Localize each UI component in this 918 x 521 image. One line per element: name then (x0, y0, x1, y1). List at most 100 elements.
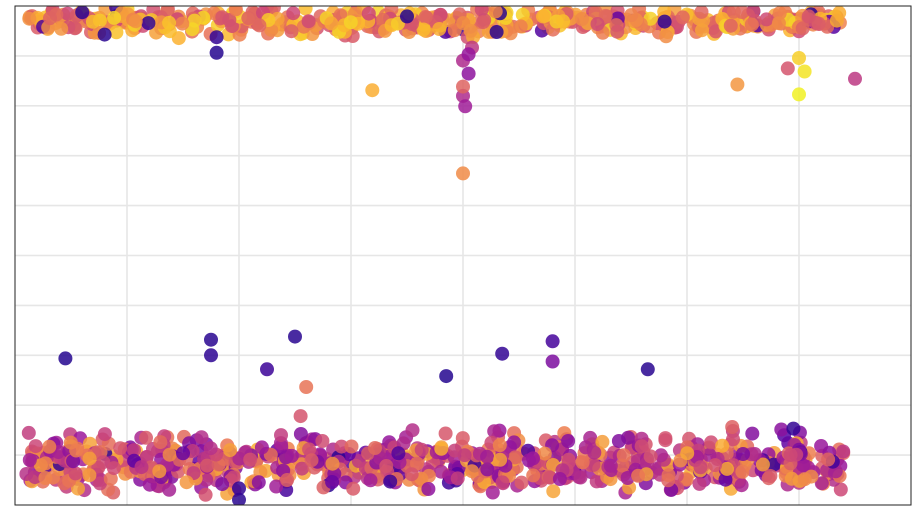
lower-cluster-point (293, 427, 308, 441)
upper-cluster-point (829, 13, 844, 28)
lower-cluster-point (334, 439, 349, 454)
outlier-point (299, 380, 314, 394)
outlier-point (400, 9, 414, 24)
outlier-point (365, 83, 380, 98)
upper-cluster-point (85, 14, 100, 29)
lower-cluster-point (836, 444, 851, 459)
lower-cluster-point (487, 424, 502, 439)
upper-cluster-point (343, 15, 358, 30)
lower-cluster-point (66, 454, 81, 469)
upper-cluster-point (107, 10, 122, 25)
lower-cluster-point (404, 467, 419, 482)
upper-cluster-point (771, 16, 786, 31)
upper-cluster-point (488, 6, 503, 19)
lower-cluster-point (680, 446, 695, 461)
lower-cluster-point (708, 458, 723, 473)
lower-cluster-point (552, 472, 567, 486)
outlier-point (456, 79, 470, 94)
lower-cluster-point (814, 476, 829, 491)
outlier-point (495, 346, 510, 361)
upper-cluster-point (536, 9, 550, 24)
lower-cluster-point (492, 438, 507, 453)
outlier-point (209, 30, 224, 45)
outlier-point (545, 354, 560, 369)
lower-cluster-point (38, 456, 53, 471)
outlier-point (461, 47, 476, 62)
lower-cluster-point (194, 430, 209, 445)
lower-cluster-point (280, 473, 295, 487)
upper-cluster-point (474, 6, 489, 17)
lower-cluster-point (526, 451, 540, 466)
upper-cluster-point (432, 22, 447, 36)
upper-cluster-point (286, 6, 301, 21)
lower-cluster-point (735, 464, 750, 479)
lower-cluster-point (715, 438, 730, 453)
outlier-point (797, 64, 812, 79)
lower-cluster-point (495, 475, 510, 490)
plot-frame (14, 5, 912, 506)
lower-cluster-point (269, 479, 284, 494)
upper-cluster-point (361, 6, 376, 21)
outlier-point (792, 51, 806, 65)
lower-cluster-point (139, 430, 153, 445)
upper-cluster-point (463, 23, 478, 38)
lower-cluster-point (658, 433, 673, 448)
lower-cluster-point (315, 434, 330, 448)
lower-cluster-point (507, 435, 522, 450)
lower-cluster-point (796, 458, 810, 473)
upper-cluster-point (659, 29, 674, 44)
lower-cluster-point (153, 435, 168, 450)
lower-cluster-point (514, 475, 529, 490)
lower-cluster-point (379, 459, 394, 473)
outlier-point (848, 71, 862, 86)
outlier-point (730, 77, 745, 92)
lower-cluster-point (643, 449, 658, 464)
lower-cluster-point (391, 446, 406, 461)
lower-cluster-point (223, 443, 238, 458)
lower-cluster-point (465, 464, 479, 479)
lower-cluster-point (38, 471, 53, 485)
lower-cluster-point (784, 471, 799, 486)
lower-cluster-point (325, 456, 340, 471)
outlier-point (780, 61, 795, 76)
lower-cluster-point (704, 435, 719, 450)
upper-cluster-point (162, 15, 177, 30)
upper-cluster-point (795, 21, 810, 36)
lower-cluster-point (434, 441, 449, 456)
lower-cluster-point (410, 456, 424, 471)
outlier-point (383, 474, 398, 489)
lower-cluster-point (294, 461, 309, 476)
upper-cluster-point (416, 22, 431, 37)
lower-cluster-point (346, 481, 361, 496)
lower-cluster-point (783, 448, 798, 462)
outlier-point (461, 66, 476, 81)
lower-cluster-point (251, 475, 266, 490)
lower-cluster-point (106, 461, 121, 476)
lower-cluster-point (745, 426, 760, 441)
upper-cluster-point (723, 18, 738, 33)
lower-cluster-point (162, 482, 177, 497)
lower-cluster-point (692, 476, 707, 491)
upper-cluster-point (513, 19, 528, 34)
outlier-point (489, 25, 504, 39)
lower-cluster-point (526, 468, 541, 483)
lower-cluster-point (457, 448, 472, 463)
upper-cluster-point (726, 6, 741, 19)
lower-cluster-point (198, 487, 213, 502)
lower-cluster-point (22, 453, 37, 467)
outlier-point (458, 99, 473, 114)
upper-cluster-point (67, 21, 82, 36)
lower-cluster-point (302, 442, 317, 457)
lower-cluster-point (725, 420, 740, 434)
upper-cluster-point (298, 6, 313, 16)
outlier-point (75, 6, 90, 20)
lower-cluster-point (620, 471, 635, 485)
upper-cluster-point (222, 13, 237, 27)
lower-cluster-point (28, 470, 42, 485)
lower-cluster-point (414, 442, 429, 457)
outlier-point (209, 45, 224, 60)
lower-cluster-point (546, 484, 561, 499)
outlier-point (545, 334, 560, 349)
lower-cluster-point (734, 478, 749, 493)
outlier-point (58, 351, 73, 366)
